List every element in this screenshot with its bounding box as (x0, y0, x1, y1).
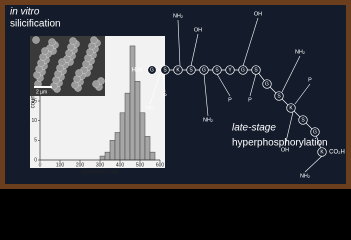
residue-label: G (313, 130, 317, 136)
residue-label: S (189, 68, 193, 74)
residue (262, 79, 272, 89)
residue-label: S (277, 94, 281, 100)
residue-label: K (289, 106, 293, 112)
particle (48, 38, 56, 46)
bond (242, 17, 259, 67)
residue-label: S (215, 68, 219, 74)
residue-label: G (265, 82, 269, 88)
residue (173, 65, 183, 75)
bar (129, 45, 136, 161)
bond (177, 19, 181, 67)
scale-bar-label: 2 µm (36, 89, 47, 95)
residue-label: G (150, 68, 154, 74)
bond (249, 73, 257, 97)
bond (284, 111, 294, 147)
bar (104, 151, 111, 161)
residue (225, 65, 235, 75)
group-label: P (248, 97, 252, 103)
x-tick-label: 0 (39, 162, 42, 168)
group-label: P (308, 77, 312, 83)
residue (310, 127, 320, 137)
particle (92, 80, 100, 88)
residue-label: K (320, 150, 324, 156)
residue-label: K (176, 68, 180, 74)
bond (162, 73, 166, 93)
x-tick-label: 500 (136, 162, 145, 168)
residue-label: G (202, 68, 206, 74)
group-label: NH₂ (203, 117, 213, 123)
structure-end: CO₂H (329, 150, 345, 156)
residue (147, 65, 157, 75)
group-label: OH (194, 27, 202, 33)
group-label: HO (146, 105, 155, 111)
bar (124, 92, 131, 161)
particle (90, 36, 98, 44)
residue-label: S (254, 68, 258, 74)
structure-end: H₂N (132, 68, 143, 74)
x-tick-label: 300 (96, 162, 105, 168)
particle (75, 69, 83, 77)
graphical-abstract: in vitro silicification late-stage hyper… (0, 0, 351, 189)
residue (298, 115, 308, 125)
residue-label: S (163, 68, 167, 74)
bond (203, 73, 209, 117)
bar (109, 140, 116, 161)
bar (99, 155, 106, 161)
bar (134, 81, 141, 161)
particle (41, 47, 49, 55)
bond (294, 83, 311, 105)
title-line: in vitro (10, 7, 40, 18)
residue (274, 91, 284, 101)
particle (58, 58, 66, 66)
x-tick-label: 400 (116, 162, 125, 168)
y-tick-label: 15 (31, 98, 37, 104)
caption-line: hyperphosphorylation (232, 138, 328, 149)
particle (69, 37, 77, 45)
y-tick-label: 5 (34, 138, 37, 144)
title-line: silicification (10, 19, 61, 30)
x-tick-label: 200 (76, 162, 85, 168)
residue-label: S (301, 118, 305, 124)
caption-line: late-stage (232, 123, 276, 134)
x-axis-label: diameter / nm (82, 170, 119, 176)
y-tick-label: 10 (31, 118, 37, 124)
group-label: NH₂ (295, 49, 305, 55)
y-axis-label: count (31, 93, 37, 108)
residue-label: Y (228, 68, 232, 74)
residue (286, 103, 296, 113)
residue (160, 65, 170, 75)
residue-label: G (241, 68, 245, 74)
bond (304, 155, 323, 173)
particle (32, 36, 40, 44)
bond (216, 73, 231, 97)
group-label: P (228, 97, 232, 103)
bar (139, 112, 146, 161)
group-label: OH (281, 147, 289, 153)
group-label: NH₂ (173, 13, 183, 19)
group-label: P (163, 93, 167, 99)
bar (114, 132, 121, 161)
x-tick-label: 600 (156, 162, 165, 168)
group-label: NH₂ (300, 173, 310, 179)
bond (190, 33, 199, 67)
x-tick-label: 100 (56, 162, 65, 168)
bar (144, 136, 151, 161)
bar (119, 112, 126, 161)
y-tick-label: 0 (34, 157, 37, 163)
group-label: OH (254, 11, 262, 17)
bond (149, 73, 161, 105)
bond (281, 55, 301, 93)
bar (149, 151, 156, 161)
